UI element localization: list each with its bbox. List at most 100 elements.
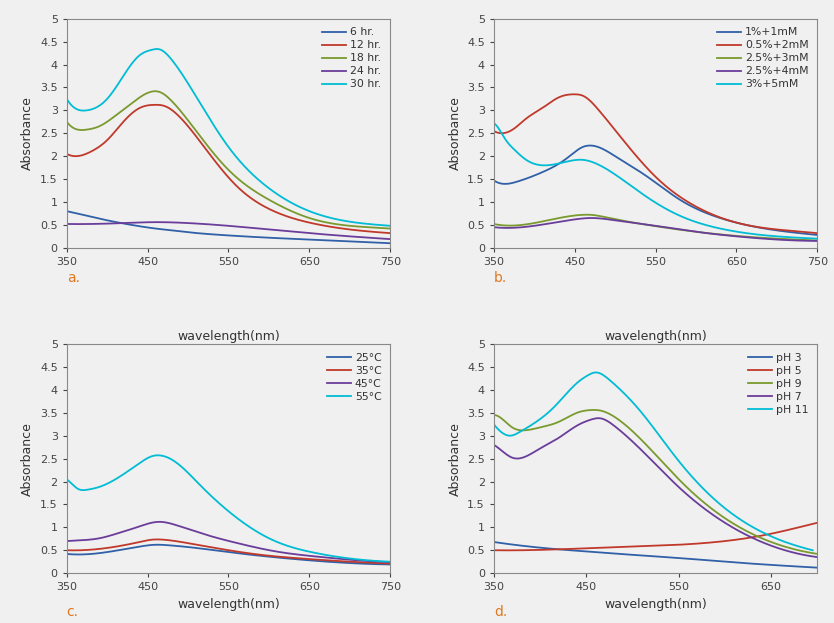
pH 5 [645, 542, 655, 549]
pH 11 [751, 525, 761, 533]
6 hr. [254, 234, 264, 241]
3%+5mM [645, 195, 655, 202]
25°C [378, 561, 388, 568]
Legend: 1%+1mM, 0.5%+2mM, 2.5%+3mM, 2.5%+4mM, 3%+5mM: 1%+1mM, 0.5%+2mM, 2.5%+3mM, 2.5%+4mM, 3%… [713, 24, 812, 93]
1%+1mM [812, 231, 822, 239]
25°C [328, 558, 338, 566]
0.5%+2mM [682, 197, 692, 205]
pH 3 [754, 561, 764, 568]
18 hr. [216, 158, 226, 166]
12 hr. [238, 188, 248, 195]
2.5%+4mM [665, 224, 675, 232]
pH 9 [682, 483, 692, 491]
pH 11 [643, 417, 653, 424]
1%+1mM [643, 173, 653, 181]
pH 7 [682, 491, 692, 498]
0.5%+2mM [665, 185, 675, 193]
30 hr. [62, 95, 72, 103]
0.5%+2mM [755, 224, 765, 231]
35°C [328, 557, 338, 564]
12 hr. [151, 101, 161, 108]
18 hr. [328, 220, 338, 227]
Y-axis label: Absorbance: Absorbance [22, 422, 34, 495]
pH 5 [502, 546, 512, 554]
3%+5mM [812, 235, 822, 242]
55°C [218, 503, 228, 510]
X-axis label: wavelength(nm): wavelength(nm) [177, 597, 280, 611]
2.5%+3mM [812, 237, 822, 244]
Line: 45°C: 45°C [67, 522, 390, 562]
pH 11 [662, 442, 672, 450]
0.5%+2mM [643, 166, 653, 173]
pH 11 [489, 421, 499, 428]
25°C [216, 548, 226, 555]
2.5%+3mM [755, 234, 765, 241]
1%+1mM [645, 175, 655, 183]
2.5%+4mM [755, 235, 765, 242]
pH 5 [755, 532, 765, 540]
24 hr. [216, 222, 226, 229]
30 hr. [385, 222, 395, 229]
3%+5mM [489, 120, 499, 127]
pH 7 [665, 475, 675, 482]
45°C [238, 541, 248, 548]
6 hr. [237, 232, 247, 240]
pH 5 [489, 546, 499, 554]
35°C [385, 560, 395, 568]
12 hr. [62, 150, 72, 158]
2.5%+3mM [682, 227, 692, 234]
Legend: pH 3, pH 5, pH 9, pH 7, pH 11: pH 3, pH 5, pH 9, pH 7, pH 11 [745, 350, 812, 418]
2.5%+4mM [645, 221, 655, 229]
2.5%+3mM [665, 224, 675, 232]
0.5%+2mM [489, 127, 499, 135]
Title: wavelength(nm): wavelength(nm) [604, 330, 707, 343]
Line: 25°C: 25°C [67, 545, 390, 564]
18 hr. [238, 179, 248, 186]
18 hr. [255, 191, 265, 198]
25°C [385, 561, 395, 568]
Line: 2.5%+4mM: 2.5%+4mM [494, 218, 817, 241]
45°C [255, 545, 265, 552]
Line: pH 7: pH 7 [494, 418, 817, 557]
pH 3 [645, 552, 655, 559]
55°C [216, 501, 226, 508]
12 hr. [255, 200, 265, 207]
2.5%+4mM [812, 237, 822, 245]
24 hr. [385, 235, 395, 243]
pH 9 [812, 550, 822, 558]
pH 9 [643, 443, 653, 450]
pH 5 [643, 542, 653, 549]
35°C [238, 549, 248, 556]
Text: b.: b. [494, 271, 507, 285]
35°C [216, 545, 226, 553]
30 hr. [152, 45, 162, 53]
pH 9 [645, 445, 655, 452]
2.5%+3mM [582, 211, 592, 219]
6 hr. [218, 231, 228, 239]
pH 9 [489, 411, 499, 419]
12 hr. [385, 229, 395, 237]
3%+5mM [805, 234, 815, 242]
18 hr. [218, 160, 228, 168]
35°C [153, 536, 163, 543]
pH 5 [682, 541, 692, 548]
0.5%+2mM [805, 229, 815, 236]
Line: pH 5: pH 5 [494, 523, 817, 550]
pH 11 [591, 369, 601, 376]
Legend: 25°C, 35°C, 45°C, 55°C: 25°C, 35°C, 45°C, 55°C [324, 350, 384, 405]
Line: 30 hr.: 30 hr. [67, 49, 390, 226]
55°C [62, 475, 72, 483]
6 hr. [215, 231, 225, 239]
Line: 3%+5mM: 3%+5mM [494, 123, 817, 239]
Title: wavelength(nm): wavelength(nm) [177, 330, 280, 343]
pH 3 [642, 552, 652, 559]
Legend: 6 hr., 12 hr., 18 hr., 24 hr., 30 hr.: 6 hr., 12 hr., 18 hr., 24 hr., 30 hr. [319, 24, 384, 93]
24 hr. [255, 225, 265, 232]
55°C [153, 452, 163, 459]
2.5%+4mM [805, 237, 815, 245]
6 hr. [385, 239, 395, 247]
6 hr. [62, 207, 72, 215]
Line: 24 hr.: 24 hr. [67, 222, 390, 239]
25°C [153, 541, 163, 548]
Y-axis label: Absorbance: Absorbance [449, 422, 461, 495]
